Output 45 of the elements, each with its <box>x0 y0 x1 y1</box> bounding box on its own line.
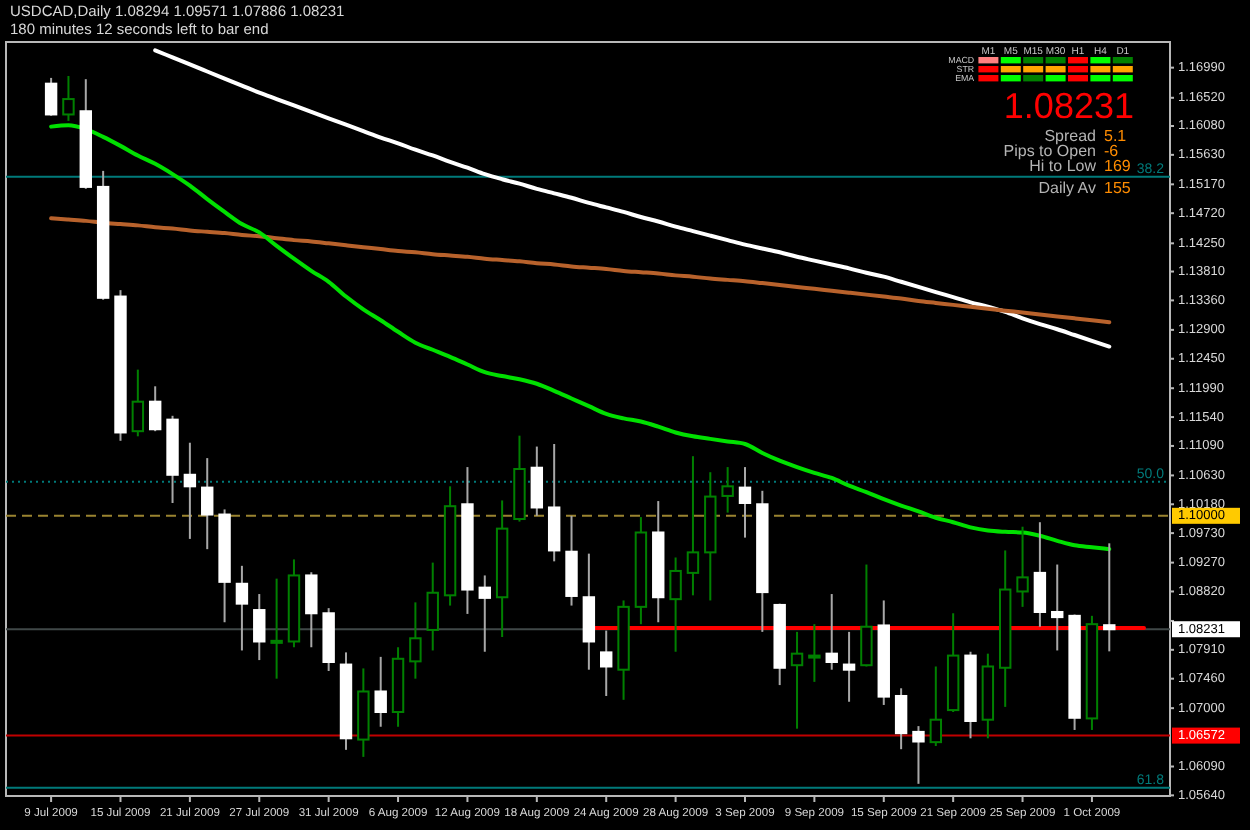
candlestick <box>600 629 613 697</box>
candlestick <box>669 556 682 653</box>
candlestick <box>148 385 162 433</box>
candlestick <box>44 76 58 117</box>
candlestick <box>860 563 873 668</box>
annotation: Spread <box>1044 127 1096 145</box>
candlestick <box>62 74 75 122</box>
line-series <box>49 216 1112 325</box>
candlestick <box>1033 521 1047 628</box>
candlestick <box>426 561 439 652</box>
candlestick <box>790 630 804 730</box>
candlestick <box>565 514 578 607</box>
candlestick <box>270 577 283 680</box>
candlestick <box>1051 563 1064 652</box>
candlestick <box>721 466 734 514</box>
annotation: Daily Av <box>1038 179 1096 197</box>
candlestick <box>1103 542 1116 653</box>
candlestick <box>738 466 752 539</box>
candlestick <box>409 601 422 680</box>
annotation: 1.08231 <box>1003 86 1134 126</box>
annotation: 5.1 <box>1104 127 1128 145</box>
candlestick <box>530 445 544 517</box>
annotation: Hi to Low <box>1029 157 1097 175</box>
candlestick <box>825 593 838 671</box>
candlestick <box>478 574 491 653</box>
candlestick <box>547 443 561 563</box>
candlestick <box>808 623 821 683</box>
candlestick <box>686 455 700 597</box>
candlestick <box>235 564 249 652</box>
candlestick <box>374 655 387 728</box>
annotation: Pips to Open <box>1003 142 1096 160</box>
candlestick <box>912 725 925 785</box>
candlestick <box>929 665 943 747</box>
candlestick <box>842 630 856 703</box>
annotation: -6 <box>1104 142 1120 160</box>
candlestick <box>253 593 266 662</box>
annotation: 155 <box>1104 179 1132 197</box>
annotation: 169 <box>1104 157 1132 175</box>
candlestick <box>305 571 318 649</box>
candlestick <box>131 368 145 438</box>
candlestick <box>894 687 908 751</box>
candlestick <box>1016 525 1029 608</box>
candlestick <box>183 441 197 540</box>
candlestick <box>582 552 596 671</box>
candlestick <box>201 457 214 551</box>
